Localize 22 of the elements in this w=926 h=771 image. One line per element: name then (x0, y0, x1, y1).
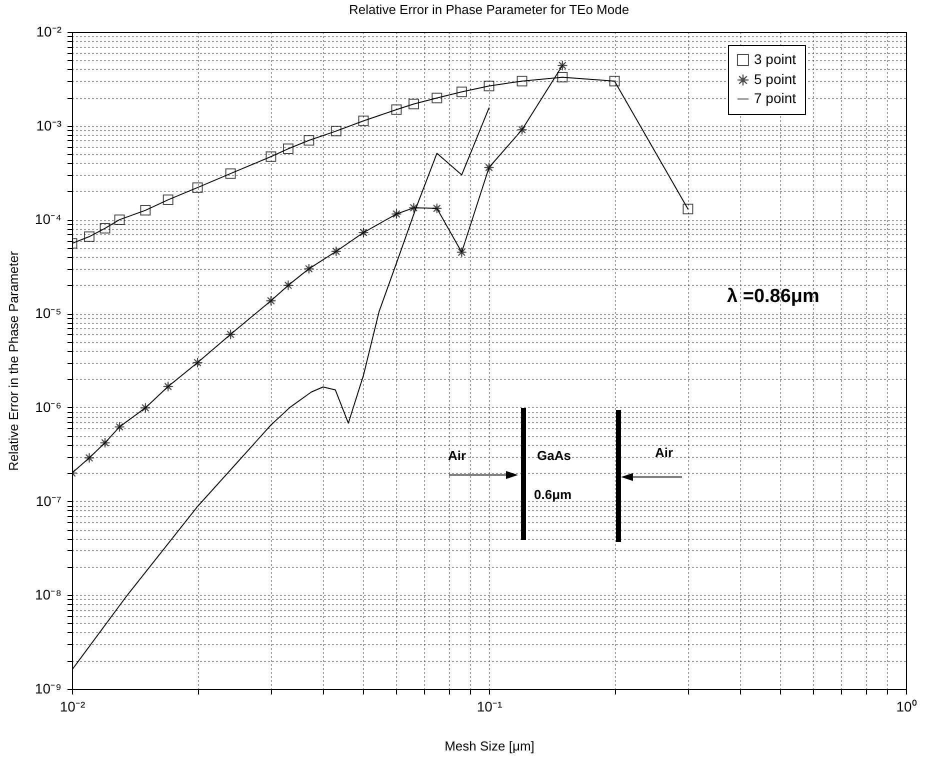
y-tick-label: 10⁻⁵ (35, 305, 62, 322)
chart-title: Relative Error in Phase Parameter for TEo Mode (348, 2, 630, 17)
legend-label: 7 point (754, 90, 796, 106)
y-tick-label: 10⁻⁸ (35, 586, 62, 603)
annotation: GaAs (537, 448, 571, 463)
annotation: Air (448, 448, 466, 463)
annotation: Air (655, 445, 674, 460)
legend-label: 5 point (754, 71, 796, 87)
y-tick-label: 10⁻³ (36, 117, 62, 134)
y-tick-label: 10⁻⁷ (36, 492, 62, 509)
annotation: λ =0.86μm (727, 286, 820, 307)
x-tick-label: 10⁻¹ (476, 698, 502, 714)
annotation: 0.6μm (534, 487, 572, 502)
y-tick-label: 10⁻² (36, 24, 62, 40)
y-axis-title: Relative Error in the Phase Parameter (6, 250, 21, 471)
y-tick-label: 10⁻⁴ (34, 211, 62, 228)
x-tick-label: 10⁰ (896, 698, 917, 714)
y-tick-label: 10⁻⁹ (34, 680, 62, 696)
x-axis-title: Mesh Size [μm] (444, 738, 534, 754)
y-tick-label: 10⁻⁶ (35, 398, 62, 415)
x-tick-label: 10⁻² (60, 698, 86, 714)
legend-label: 3 point (754, 51, 796, 67)
